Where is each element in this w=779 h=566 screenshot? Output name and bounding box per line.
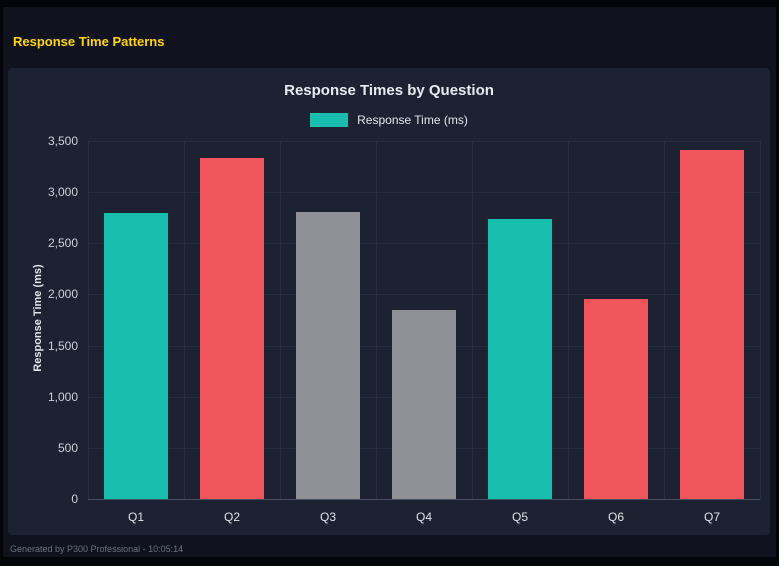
x-tick-label: Q3	[319, 510, 336, 524]
h-gridline	[88, 192, 760, 194]
x-tick-label: Q2	[223, 510, 240, 524]
legend-swatch	[310, 113, 349, 127]
chart-title: Response Times by Question	[284, 82, 494, 99]
y-tick-label: 1,000	[47, 389, 78, 404]
h-gridline	[88, 141, 760, 142]
bar-q5[interactable]	[488, 218, 552, 499]
y-tick-label: 1,500	[47, 338, 78, 353]
page-title: Response Time Patterns	[13, 34, 165, 49]
v-gridline	[664, 141, 665, 499]
bar-q4[interactable]	[392, 309, 456, 499]
v-gridline	[568, 141, 569, 499]
y-tick-label: 2,000	[47, 287, 78, 302]
h-gridline	[88, 294, 760, 296]
h-gridline	[88, 499, 760, 500]
app-content: Response Time Patterns Response Times by…	[3, 7, 776, 557]
chart-panel: Response Times by Question Response Time…	[8, 68, 770, 535]
v-gridline	[280, 141, 281, 499]
bar-q1[interactable]	[104, 212, 168, 499]
legend-item[interactable]: Response Time (ms)	[8, 113, 770, 127]
v-gridline	[184, 141, 185, 499]
bar-q6[interactable]	[584, 298, 648, 499]
bar-q7[interactable]	[680, 150, 744, 499]
plot-area	[88, 141, 761, 500]
legend-label: Response Time (ms)	[357, 113, 468, 127]
bar-q2[interactable]	[200, 158, 264, 499]
v-gridline	[472, 141, 473, 499]
y-tick-label: 2,500	[47, 236, 78, 251]
y-tick-label: 500	[57, 440, 78, 455]
h-gridline	[88, 243, 760, 245]
v-gridline	[376, 141, 377, 499]
bar-q3[interactable]	[296, 211, 360, 499]
x-tick-label: Q5	[511, 510, 528, 524]
x-tick-label: Q7	[703, 510, 720, 524]
y-tick-label: 0	[71, 492, 78, 506]
v-gridline	[88, 141, 89, 499]
y-tick-label: 3,000	[47, 185, 78, 200]
y-tick-label: 3,500	[47, 134, 78, 148]
x-tick-label: Q6	[607, 510, 624, 524]
footer-text: Generated by P300 Professional - 10:05:1…	[10, 544, 184, 554]
x-tick-label: Q4	[415, 510, 432, 524]
v-gridline	[760, 141, 761, 499]
x-tick-label: Q1	[127, 510, 144, 524]
